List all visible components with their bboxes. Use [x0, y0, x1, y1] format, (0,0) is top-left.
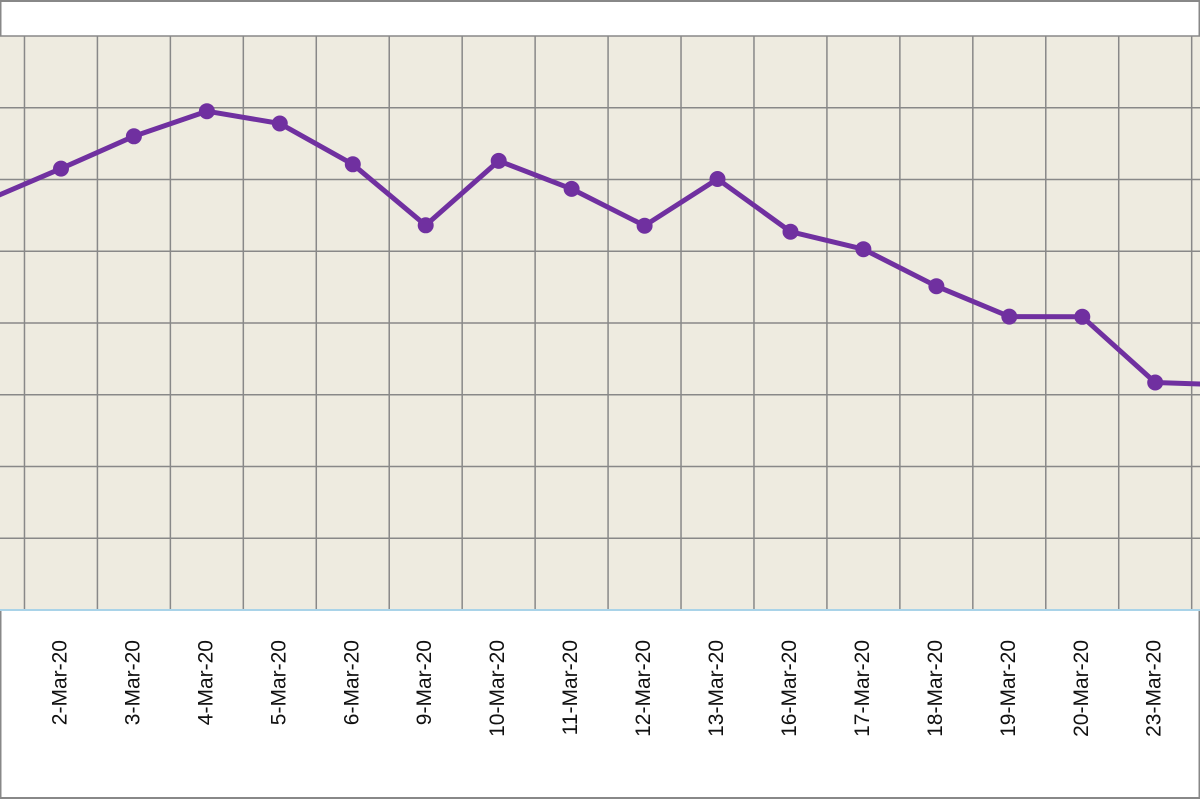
grid — [0, 35, 1200, 610]
data-point — [928, 278, 945, 295]
data-point — [490, 152, 507, 169]
data-point — [855, 241, 872, 258]
data-point — [1147, 374, 1164, 391]
data-point — [271, 115, 288, 132]
data-point — [636, 217, 653, 234]
x-tick-label: 2-Mar-20 — [49, 640, 72, 725]
data-point — [563, 180, 580, 197]
data-point — [782, 223, 799, 240]
x-tick-label: 18-Mar-20 — [924, 640, 947, 737]
x-tick-label: 11-Mar-20 — [559, 640, 582, 735]
x-tick-label: 16-Mar-20 — [778, 640, 801, 737]
data-point — [417, 217, 434, 234]
x-tick-label: 19-Mar-20 — [997, 640, 1020, 737]
x-tick-label: 10-Mar-20 — [486, 640, 509, 737]
series-layer — [0, 103, 1200, 391]
data-point — [1074, 308, 1091, 325]
data-point — [53, 160, 69, 177]
x-tick-label: 9-Mar-20 — [413, 640, 436, 725]
x-tick-label: 20-Mar-20 — [1070, 640, 1093, 737]
x-tick-label: 3-Mar-20 — [121, 640, 144, 725]
x-tick-label: 6-Mar-20 — [340, 640, 363, 725]
data-point — [344, 156, 361, 173]
data-point — [1001, 308, 1018, 325]
series-line — [0, 108, 1200, 387]
x-tick-labels: 28-Feb-202-Mar-203-Mar-204-Mar-205-Mar-2… — [49, 640, 1166, 737]
x-tick-label: 13-Mar-20 — [705, 640, 728, 737]
x-tick-label: 17-Mar-20 — [851, 640, 874, 737]
data-point — [198, 103, 215, 120]
data-point — [709, 171, 726, 187]
x-tick-label: 23-Mar-20 — [1143, 640, 1166, 737]
x-tick-label: 5-Mar-20 — [267, 640, 290, 725]
x-tick-label: 12-Mar-20 — [632, 640, 655, 737]
x-tick-label: 4-Mar-20 — [194, 640, 217, 725]
data-point — [125, 128, 142, 145]
